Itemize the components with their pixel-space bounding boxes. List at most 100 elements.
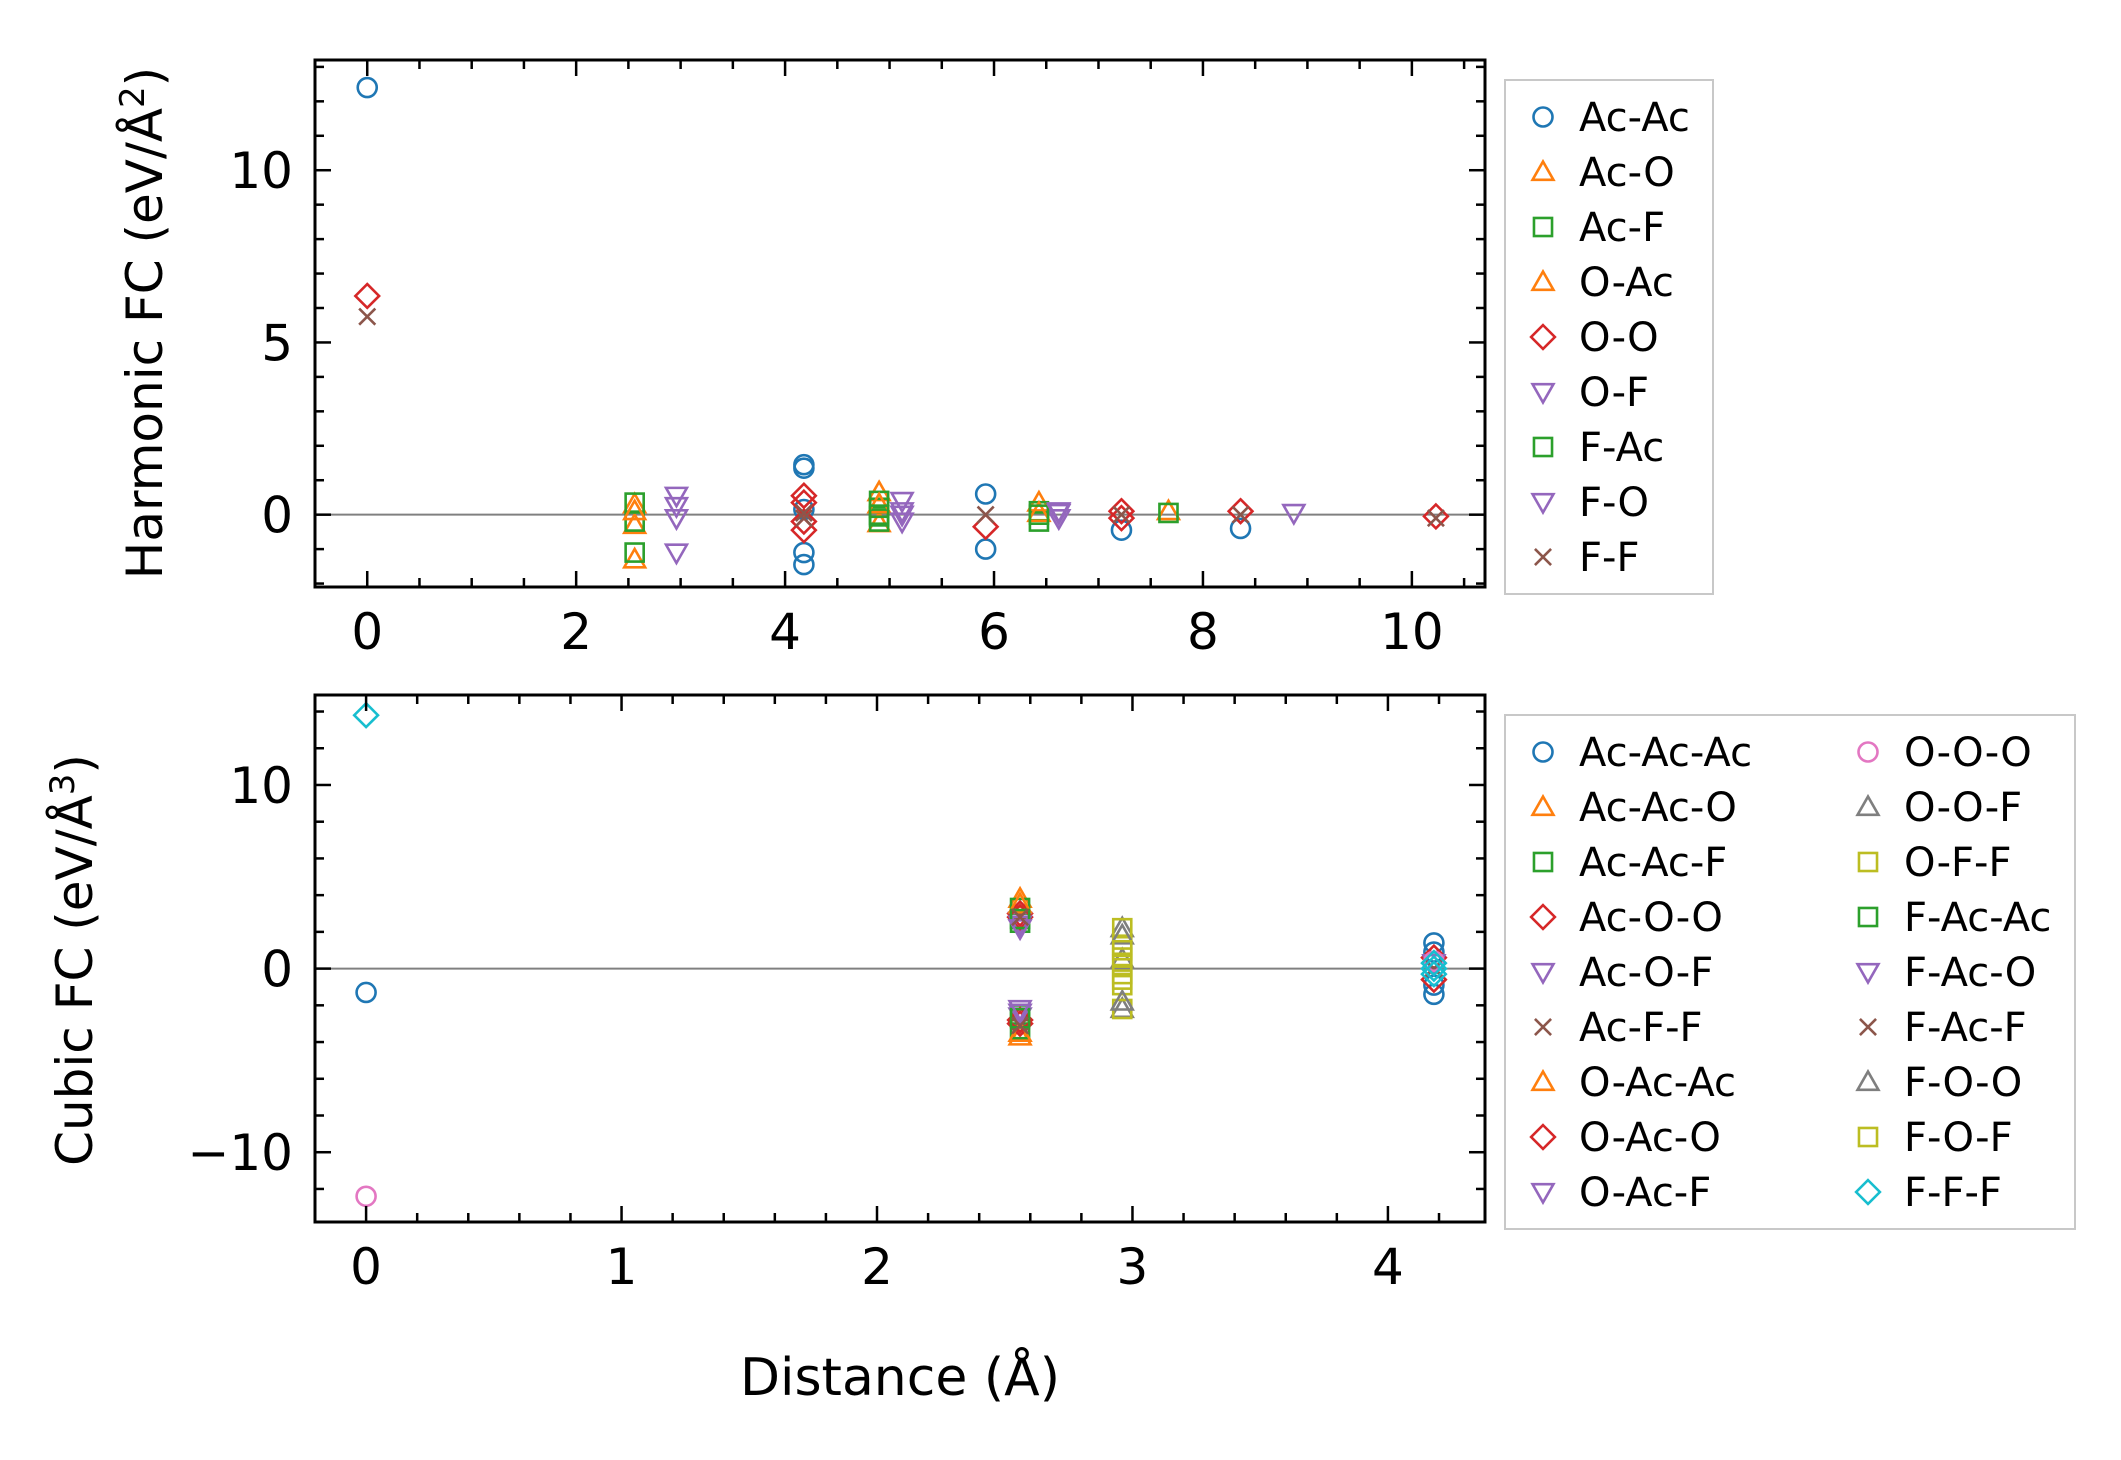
- data-point-f-ac: [868, 504, 890, 525]
- harmonic-data-points: [353, 76, 1450, 576]
- data-point-o-f: [663, 543, 690, 566]
- legend-marker-o-o-f: [1855, 793, 1881, 817]
- harmonic-x-tick-labels: 0 2 4 6 8 10: [351, 603, 1443, 661]
- legend-marker-ac-o-o: [1529, 903, 1557, 931]
- data-point-o-ac-f: [1007, 1003, 1033, 1026]
- legend-marker-f-ac-f: [1859, 1018, 1877, 1036]
- legend-marker-ac-f: [1532, 216, 1554, 238]
- data-point-o-f: [663, 496, 690, 520]
- data-point-ac-f: [624, 542, 645, 563]
- data-point-ac-ac: [1229, 517, 1252, 540]
- x-tick-label: 4: [769, 603, 801, 661]
- data-point-o-f: [889, 512, 915, 535]
- legend-marker-o-ac-f: [1530, 1182, 1556, 1206]
- data-point-f-o-o: [1109, 922, 1135, 945]
- legend-markers: [1529, 741, 1882, 1206]
- data-point-o-o: [790, 482, 818, 510]
- legend-marker-ac-f-f: [1534, 1018, 1552, 1036]
- legend-label: O-F: [1579, 370, 1649, 416]
- legend-marker-ac-ac-ac: [1532, 741, 1554, 763]
- legend-marker-f-f-f: [1854, 1178, 1882, 1206]
- x-axis-label: Distance (Å): [740, 1346, 1060, 1408]
- cubic-y-axis-label: Cubic FC (eV/Å3): [43, 754, 104, 1166]
- y-tick-label: 10: [229, 142, 293, 200]
- data-point-f-o-o: [1109, 988, 1135, 1011]
- data-point-ac-o: [1155, 498, 1182, 521]
- data-point-o-ac: [866, 491, 892, 514]
- legend-label: Ac-O-F: [1579, 950, 1713, 996]
- data-point-o-o: [1422, 502, 1450, 531]
- legend-marker-ac-o: [1530, 158, 1556, 182]
- data-point-f-ac-o: [1007, 919, 1033, 942]
- data-point-o-ac: [1026, 499, 1052, 523]
- data-point-f-f: [1112, 505, 1131, 524]
- data-point-o-o-o: [355, 1185, 377, 1208]
- data-point-ac-ac: [974, 483, 997, 505]
- data-point-o-o: [1107, 504, 1136, 532]
- cubic-ticks: [313, 695, 1485, 1222]
- x-tick-label: 0: [350, 1238, 382, 1296]
- data-point-f-ac-ac: [1009, 908, 1031, 930]
- data-point-ac-ac-o: [1007, 1023, 1033, 1046]
- data-point-f-f: [794, 503, 813, 522]
- legend-label: F-Ac-Ac: [1904, 895, 2051, 941]
- y-tick-label: 5: [261, 314, 293, 372]
- harmonic-fc-panel: 0 2 4 6 8 10 0 5 10 Harmonic FC (eV/Å2) …: [113, 58, 1714, 661]
- data-point-f-o-f: [1111, 939, 1133, 961]
- legend-label: Ac-Ac: [1579, 95, 1690, 141]
- data-point-f-o: [1046, 503, 1072, 527]
- data-point-f-o: [889, 505, 915, 528]
- legend-label: O-O: [1579, 315, 1659, 361]
- y-tick-label: −10: [187, 1124, 293, 1182]
- legend-label: Ac-Ac-Ac: [1579, 730, 1752, 776]
- data-point-f-f: [358, 307, 377, 326]
- data-point-ac-ac: [793, 553, 815, 576]
- cubic-fc-panel: 0 1 2 3 4 −10 0 10 Cubic FC (eV/Å3) Dist…: [43, 693, 2076, 1408]
- data-point-o-o: [790, 507, 818, 536]
- data-point-f-f-f: [1420, 949, 1448, 977]
- data-point-ac-ac: [1110, 519, 1133, 541]
- legend-label: F-Ac-F: [1904, 1005, 2027, 1051]
- x-tick-label: 6: [978, 603, 1010, 661]
- data-point-o-f-f: [1111, 917, 1133, 939]
- y-tick-label: 0: [261, 941, 293, 999]
- legend-marker-f-f: [1534, 548, 1552, 566]
- data-point-f-ac: [1028, 504, 1050, 525]
- legend-marker-o-ac-ac: [1530, 1068, 1556, 1092]
- y-tick-label: 0: [261, 487, 293, 545]
- legend-marker-o-o: [1529, 323, 1557, 351]
- data-point-f-f-f: [1420, 960, 1448, 988]
- legend-marker-f-ac-ac: [1857, 906, 1879, 928]
- cubic-data-points: [352, 701, 1448, 1208]
- data-point-f-f-f: [1420, 954, 1448, 983]
- legend-label: O-Ac-Ac: [1579, 1060, 1736, 1106]
- data-point-f-f-f: [352, 701, 380, 729]
- x-tick-label: 3: [1117, 1238, 1149, 1296]
- legend-label: F-Ac-O: [1904, 950, 2036, 996]
- legend-marker-f-o-o: [1855, 1068, 1881, 1092]
- x-tick-label: 2: [560, 603, 592, 661]
- legend-label: O-O-F: [1904, 785, 2022, 831]
- legend-label: F-O-F: [1904, 1115, 2013, 1161]
- x-tick-label: 4: [1372, 1238, 1404, 1296]
- data-point-ac-o: [621, 511, 648, 535]
- data-point-o-f: [1046, 508, 1072, 532]
- legend-marker-f-o: [1530, 492, 1556, 516]
- data-point-o-f: [1281, 503, 1307, 527]
- legend-marker-o-ac-o: [1529, 1123, 1557, 1151]
- legend-marker-ac-ac-f: [1532, 851, 1554, 873]
- legend-label: Ac-O-O: [1579, 895, 1723, 941]
- legend-frame: [1504, 714, 2076, 1230]
- legend-label: Ac-Ac-O: [1579, 785, 1737, 831]
- data-point-f-ac-f: [1011, 1016, 1030, 1035]
- data-point-o-o: [353, 282, 381, 310]
- legend-marker-f-o-f: [1857, 1126, 1879, 1148]
- x-tick-label: 1: [606, 1238, 638, 1296]
- legend-label: O-Ac: [1579, 260, 1674, 306]
- data-point-ac-ac: [793, 457, 815, 479]
- harmonic-ticks: [313, 60, 1485, 587]
- harmonic-y-tick-labels: 0 5 10: [229, 142, 293, 544]
- data-point-ac-ac: [356, 76, 379, 99]
- x-tick-label: 10: [1380, 603, 1444, 661]
